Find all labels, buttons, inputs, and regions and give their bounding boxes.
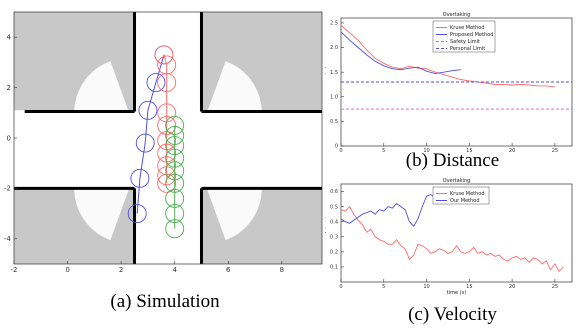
caption-simulation: (a) Simulation xyxy=(0,291,330,313)
y-axis-label: velocity (m/s) xyxy=(325,216,327,250)
y-tick-label: 4 xyxy=(7,34,12,42)
legend-label: Kruse Method xyxy=(450,191,485,197)
legend-label: Kruse Method xyxy=(450,25,485,31)
y-tick-label: 0.5 xyxy=(330,119,338,125)
panel-simulation: -2 0 2 4 6 8 4 2 0 -2 -4 (a) Simulation xyxy=(0,0,330,329)
y-tick-label: 1.0 xyxy=(330,94,338,100)
y-tick-label: 2.0 xyxy=(330,45,338,51)
x-tick-label: 0 xyxy=(65,266,69,274)
x-tick-label: 20 xyxy=(509,284,515,290)
velocity-chart: 0 5 10 15 20 25 0.1 0.2 0.3 0.4 0.5 0.6 Overtaking ti… xyxy=(325,172,580,306)
x-tick-label: 15 xyxy=(466,284,472,290)
x-tick-label: 5 xyxy=(382,284,385,290)
simulation-plot: -2 0 2 4 6 8 4 2 0 -2 -4 xyxy=(0,0,330,300)
x-tick-label: -2 xyxy=(11,266,18,274)
x-tick-label: 10 xyxy=(423,284,429,290)
y-tick-label: 0 xyxy=(7,134,11,142)
y-tick-label: 2 xyxy=(7,84,11,92)
x-tick-label: 2 xyxy=(119,266,123,274)
series-line-kruse-method xyxy=(341,207,563,272)
chart-title: Overtaking xyxy=(443,12,471,18)
y-tick-label: 0.5 xyxy=(330,204,338,210)
y-tick-label: 0.4 xyxy=(330,219,338,225)
x-tick-label: 0 xyxy=(339,284,342,290)
caption-distance: (b) Distance xyxy=(325,150,580,172)
y-axis-label: distance (m) xyxy=(325,66,327,98)
x-tick-label: 8 xyxy=(280,266,284,274)
y-tick-label: 0.1 xyxy=(330,265,338,271)
y-tick-label: -4 xyxy=(4,235,12,243)
y-tick-label: 1.5 xyxy=(330,70,338,76)
y-tick-label: 0.6 xyxy=(330,189,338,195)
panel-velocity: 0 5 10 15 20 25 0.1 0.2 0.3 0.4 0.5 0.6 Overtaking ti… xyxy=(325,172,580,329)
x-axis-label: time (s) xyxy=(447,290,466,296)
y-tick-label: 0 xyxy=(335,144,338,150)
caption-velocity: (c) Velocity xyxy=(325,304,580,326)
x-tick-label: 25 xyxy=(552,284,558,290)
y-tick-label: 0.3 xyxy=(330,234,338,240)
x-tick-label: 4 xyxy=(172,266,177,274)
distance-chart: 0 5 10 15 20 2500.51.01.52.02.5Overtakingdist… xyxy=(325,0,580,158)
x-tick-label: 6 xyxy=(226,266,231,274)
y-tick-label: 0.2 xyxy=(330,250,338,256)
panel-distance: 0 5 10 15 20 25 0 0.5 1.0 1.5 2.0 2.5 Overtaking dist… xyxy=(325,0,580,180)
legend-label: Safety Limit xyxy=(450,39,480,45)
y-tick-label: 2.5 xyxy=(330,21,338,27)
y-tick-label: -2 xyxy=(4,185,11,193)
legend-label: Our Method xyxy=(450,198,480,204)
legend-label: Personal Limit xyxy=(450,46,485,52)
legend-label: Proposed Method xyxy=(450,32,493,38)
chart-title: Overtaking xyxy=(443,178,471,184)
